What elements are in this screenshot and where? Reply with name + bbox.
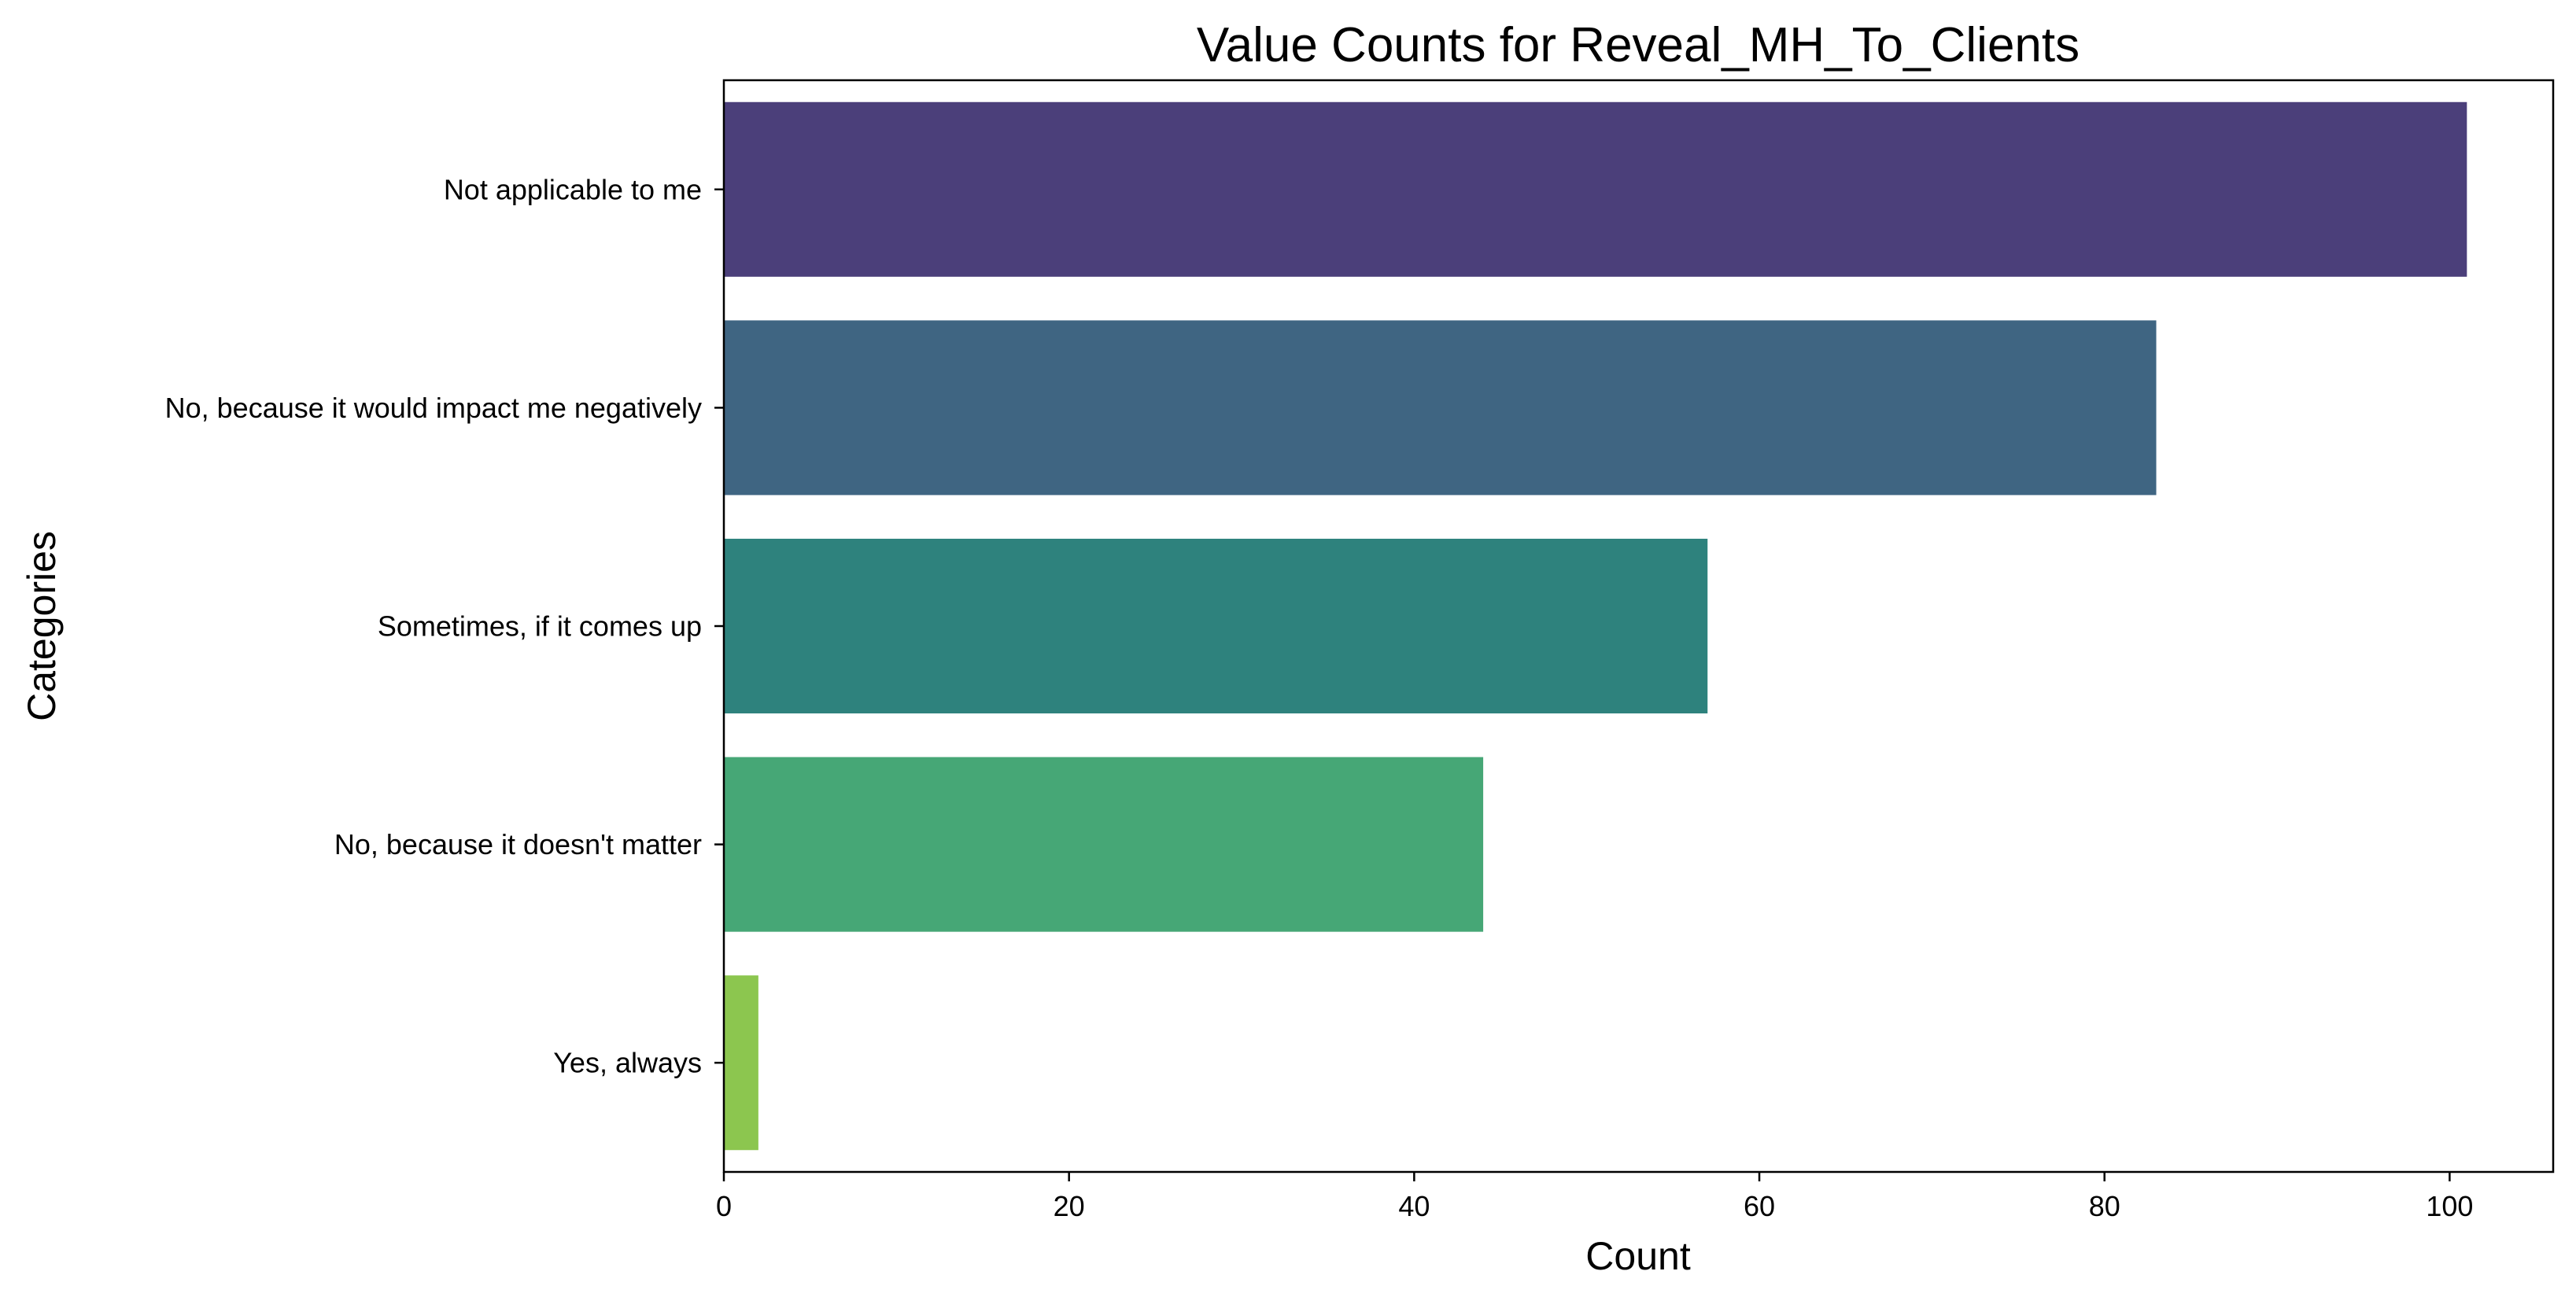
plot-area-frame	[722, 79, 2555, 1174]
chart-title: Value Counts for Reveal_MH_To_Clients	[1197, 18, 2080, 72]
y-axis-ticks: Not applicable to me No, because it would…	[165, 173, 724, 1079]
bar	[724, 538, 1708, 714]
x-tick-label: 80	[2089, 1190, 2120, 1222]
y-tick-label: Sometimes, if it comes up	[378, 610, 702, 643]
bar	[724, 101, 2467, 277]
y-tick-label: No, because it would impact me negativel…	[165, 392, 702, 424]
x-tick-label: 20	[1054, 1190, 1085, 1222]
y-tick-label: Yes, always	[553, 1047, 702, 1079]
x-tick-label: 60	[1744, 1190, 1775, 1222]
x-axis-ticks: 0 20 40 60 80 100	[716, 1172, 2473, 1222]
y-tick-label: Not applicable to me	[444, 173, 702, 205]
bars	[724, 101, 2467, 1151]
x-tick-label: 0	[716, 1190, 732, 1222]
bar	[724, 320, 2157, 496]
bar	[724, 757, 1484, 932]
y-axis-label: Categories	[20, 531, 64, 721]
x-axis-label: Count	[1585, 1234, 1691, 1278]
x-tick-label: 40	[1398, 1190, 1430, 1222]
y-tick-label: No, because it doesn't matter	[334, 828, 702, 860]
bar	[724, 975, 758, 1151]
x-tick-label: 100	[2426, 1190, 2473, 1222]
